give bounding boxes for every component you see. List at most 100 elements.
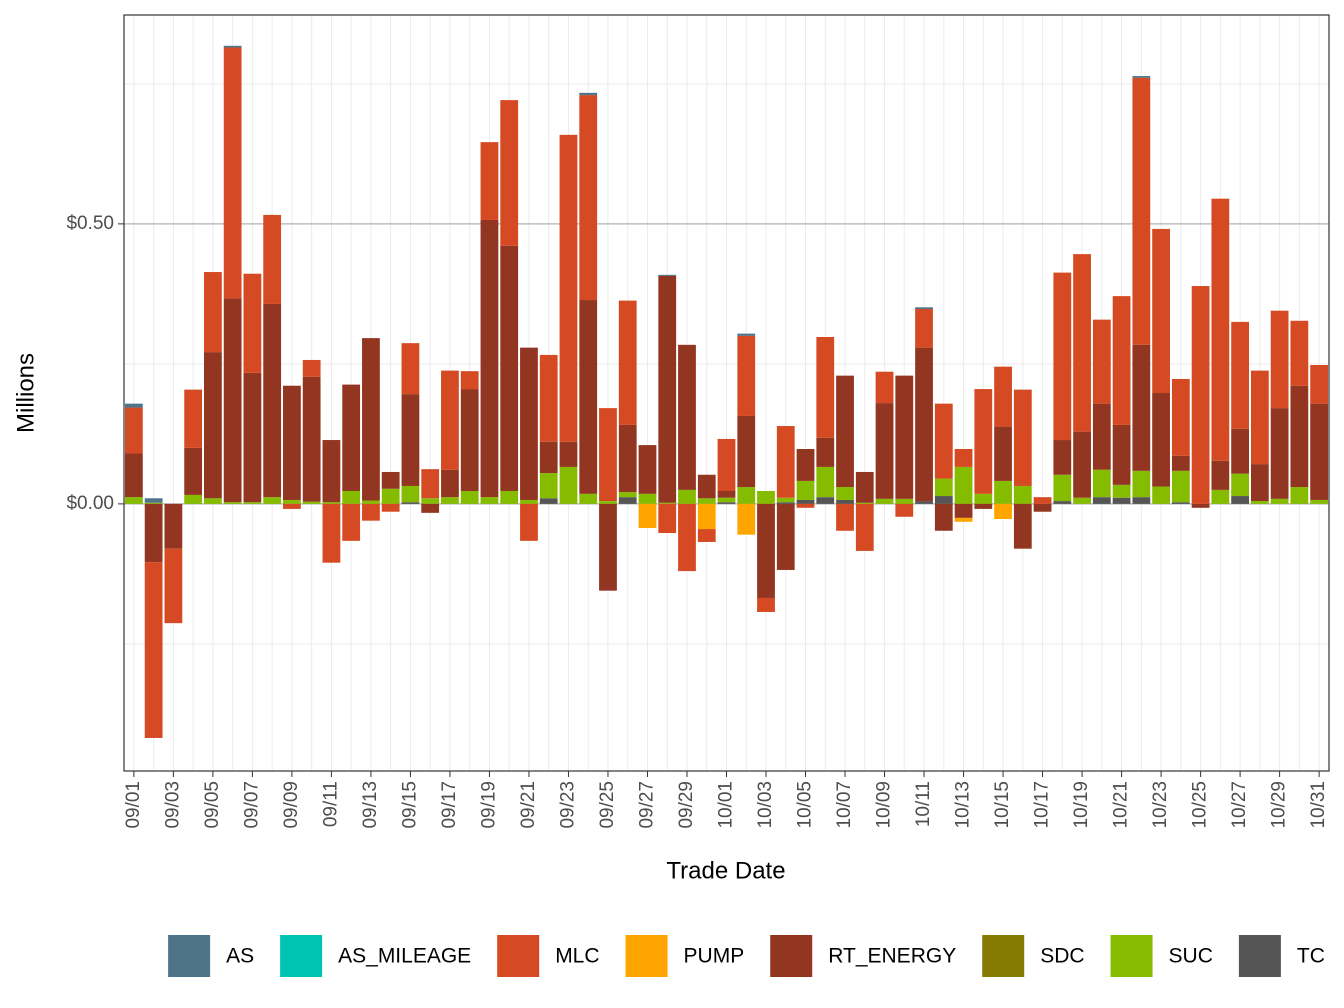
bar-segment [757,597,775,612]
bar-segment [263,497,282,504]
bar-segment [124,403,143,408]
x-tick-label: 10/19 [1071,781,1092,829]
legend-key [1110,935,1153,977]
x-axis-title: Trade Date [666,857,785,884]
bar-segment [638,503,657,528]
bar-segment [1250,464,1269,502]
x-tick-label: 09/15 [399,781,420,829]
bar-segment [1152,393,1170,487]
legend-label: AS [226,945,254,968]
bar-segment [1270,310,1289,409]
x-tick-label: 09/27 [636,781,657,829]
y-tick-label: $0.50 [66,213,114,234]
bar-segment [678,344,696,490]
bar-segment [1270,408,1289,499]
bar-segment [1231,496,1249,504]
bar-segment [1310,403,1329,500]
bar-segment [1053,440,1072,475]
bar-segment [678,489,696,504]
bar-segment [124,407,143,454]
bar-segment [796,503,815,508]
bar-segment [915,307,933,309]
bar-segment [362,503,380,521]
bar-segment [243,273,262,373]
bar-segment [717,497,736,503]
bar-segment [204,272,222,353]
bar-segment [915,501,933,504]
bar-segment [658,275,677,503]
legend-key [982,935,1025,977]
x-tick-label: 09/21 [518,781,539,829]
bar-segment [421,498,440,504]
bar-segment [144,562,163,738]
bar-segment [302,376,321,502]
x-tick-label: 10/15 [992,781,1013,829]
bar-segment [737,335,756,416]
bar-segment [776,426,795,498]
bar-segment [342,503,361,541]
bar-segment [875,498,894,504]
bar-segment [836,487,854,500]
legend: AS AS_MILEAGE MLC PUMP RT_ENERGY SDC SUC TC [168,935,1325,977]
bar-segment [322,503,341,563]
bar-segment [1290,385,1309,488]
bar-segment [638,445,657,494]
bar-segment [994,366,1012,427]
legend-label: SUC [1169,945,1213,968]
legend-key [168,935,211,977]
bar-segment [1073,431,1091,498]
bar-segment [934,503,953,531]
legend-key [280,935,323,977]
bar-segment [697,498,716,504]
bar-segment [480,497,499,504]
bar-segment [1310,499,1329,504]
bar-segment [1290,487,1309,504]
bar-segment [500,491,519,504]
bar-segment [1112,484,1131,498]
y-axis-title: Millions [12,353,39,433]
x-tick-label: 10/07 [834,781,855,829]
bar-segment [184,447,203,495]
bar-segment [1053,501,1072,504]
bar-segment [1250,501,1269,504]
bar-segment [1290,320,1309,386]
legend-key [497,935,540,977]
bar-segment [204,498,222,504]
bar-segment [184,494,203,504]
bar-segment [1231,428,1249,474]
bar-segment [816,337,835,438]
bar-segment [1132,76,1151,78]
bar-segment [1033,497,1052,504]
bar-segment [1191,286,1210,504]
bar-segment [124,453,143,498]
bar-segment [836,503,854,531]
bar-segment [322,502,341,504]
bar-segment [480,142,499,220]
bar-segment [1053,272,1072,441]
bar-segment [697,503,716,530]
bar-segment [401,394,420,486]
bar-segment [362,500,380,504]
bar-segment [1013,503,1032,549]
bar-segment [618,300,637,425]
bar-segment [500,100,519,246]
bar-segment [875,371,894,404]
legend-key [1238,935,1281,977]
bar-segment [934,403,953,479]
bar-segment [559,441,578,467]
bar-segment [421,503,440,513]
bar-segment [579,493,598,504]
bar-segment [1152,486,1170,504]
bar-segment [223,45,242,48]
bar-segment [994,503,1012,519]
bar-segment [164,548,183,624]
bar-segment [1250,370,1269,465]
bar-segment [144,503,163,563]
bar-segment [875,403,894,499]
bar-segment [520,347,538,500]
bar-segment [1053,474,1072,502]
x-tick-label: 09/13 [360,781,381,829]
bar-segment [223,298,242,503]
bar-segment [1132,77,1151,345]
bar-segment [460,389,479,491]
